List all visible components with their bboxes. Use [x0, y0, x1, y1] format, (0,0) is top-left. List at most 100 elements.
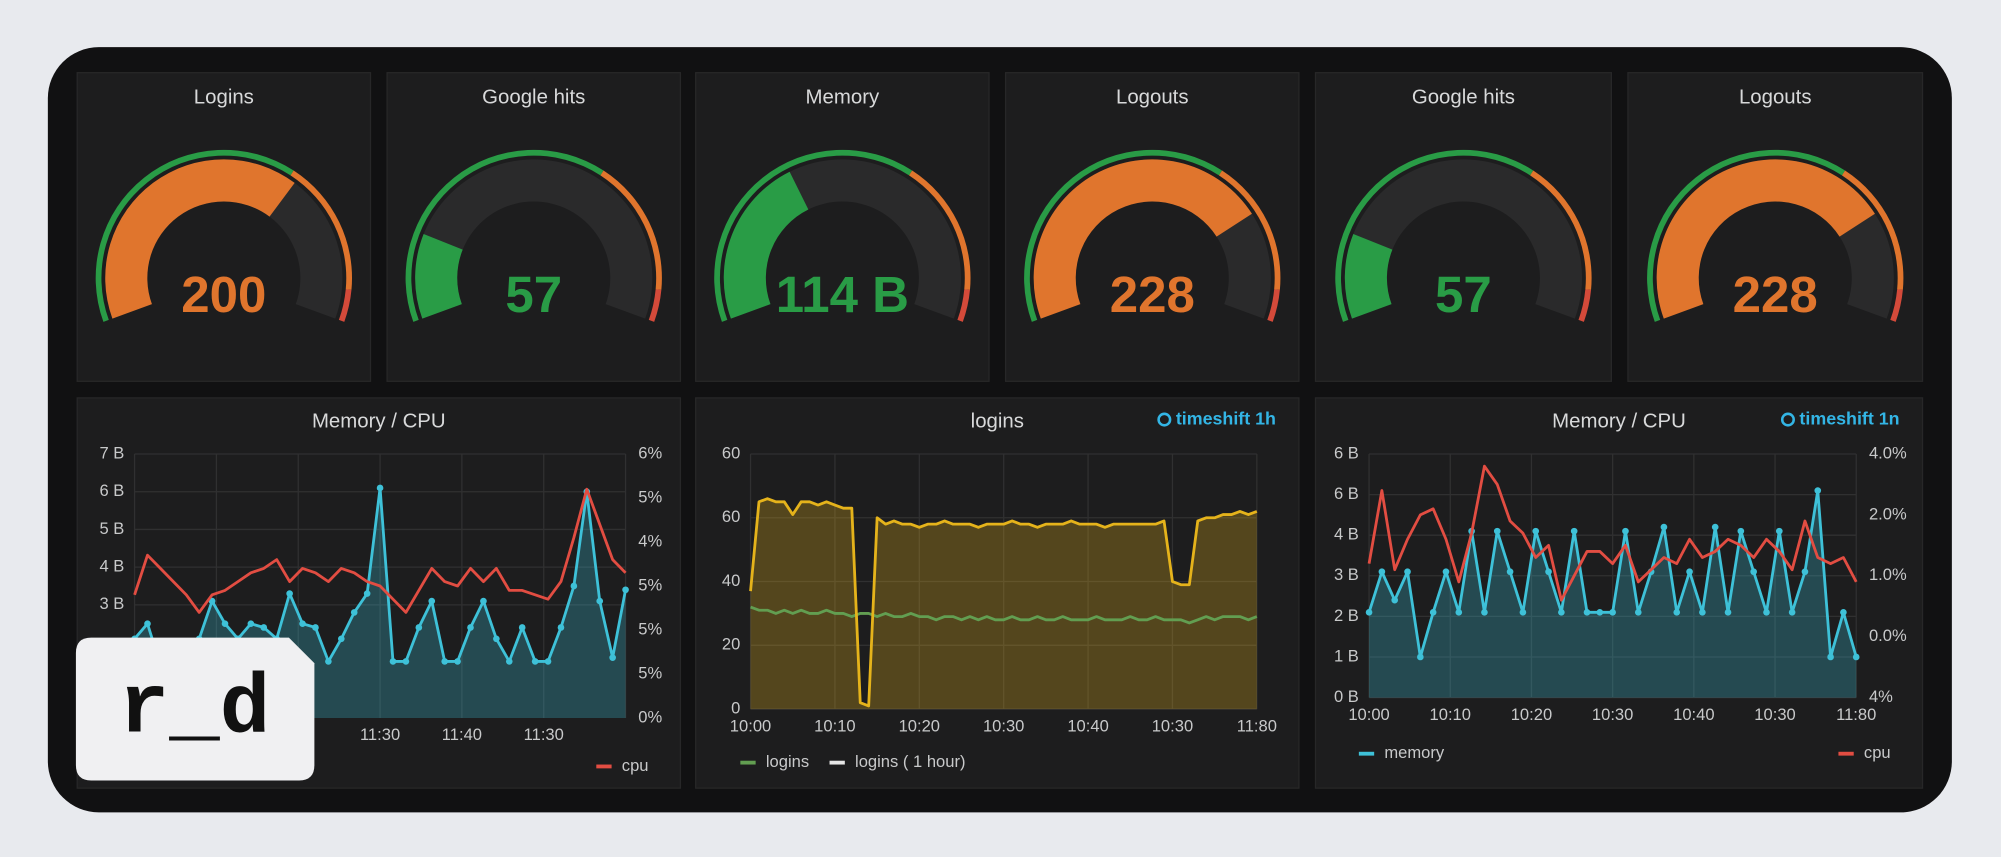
y2-tick-label: 1.0%	[1869, 565, 1907, 584]
y-tick-label: 7 B	[99, 443, 124, 462]
x-tick-label: 10:10	[814, 716, 855, 735]
series-point	[247, 620, 255, 628]
gauge-track	[415, 159, 653, 319]
legend-label: cpu	[622, 756, 649, 775]
panel-title: logins	[971, 411, 1024, 433]
gauge-value: 57	[1435, 266, 1492, 323]
series-point	[221, 620, 229, 628]
series-line	[749, 497, 1258, 708]
y2-tick-label: 2.0%	[1869, 504, 1907, 523]
series-point	[1852, 653, 1860, 661]
y2-tick-label: 5%	[638, 575, 662, 594]
gauge-value-arc	[1033, 159, 1252, 319]
x-tick-label: 11:80	[1836, 705, 1876, 724]
series-point	[454, 658, 461, 665]
logo-badge	[75, 637, 315, 781]
series-point	[480, 597, 487, 605]
y-tick-label: 6 B	[99, 481, 124, 500]
gauge-value-arc	[1656, 159, 1875, 319]
threshold-band	[1841, 170, 1904, 290]
threshold-band	[1578, 289, 1592, 322]
series-point	[493, 635, 500, 643]
series-point	[609, 654, 616, 661]
panel-title: Logouts	[1116, 87, 1189, 109]
x-tick-label: 11:80	[1237, 716, 1277, 735]
series-point	[1570, 527, 1578, 535]
series-point	[1417, 653, 1424, 661]
threshold-band	[648, 289, 662, 322]
series-point	[337, 635, 345, 643]
legend-label: logins	[766, 752, 809, 771]
series-point	[1493, 527, 1501, 535]
x-tick-label: 10:00	[730, 716, 771, 735]
gauge-value-arc	[415, 233, 463, 319]
series-point	[1686, 568, 1693, 576]
series-point	[1596, 609, 1604, 616]
y-tick-label: 6 B	[1334, 484, 1359, 503]
x-tick-label: 11:30	[524, 725, 564, 744]
series-point	[1404, 568, 1411, 576]
y2-tick-label: 6%	[638, 443, 662, 462]
series-point	[544, 658, 552, 665]
legend-swatch	[596, 764, 612, 769]
series-point	[376, 484, 384, 492]
series-line	[133, 487, 627, 614]
threshold-band	[909, 170, 971, 290]
series-point	[505, 658, 513, 665]
panel-title: Memory / CPU	[1552, 411, 1686, 433]
series-point	[1634, 609, 1642, 616]
annotation: timeshift 1h	[1176, 408, 1276, 428]
y-tick-label: 3 B	[99, 594, 124, 613]
x-tick-label: 10:30	[1592, 705, 1633, 724]
y2-tick-label: 0.0%	[1869, 626, 1907, 645]
y2-tick-label: 4%	[638, 531, 662, 550]
x-tick-label: 10:40	[1067, 716, 1108, 735]
series-point	[389, 658, 397, 665]
series-point	[1737, 527, 1745, 535]
series-point	[1827, 653, 1834, 661]
series-point	[1558, 609, 1565, 616]
logo-text: r_d	[119, 662, 271, 757]
annotation-icon	[1157, 412, 1172, 427]
y-tick-label: 4 B	[99, 557, 124, 576]
threshold-band	[1267, 289, 1280, 322]
gauge-value: 228	[1733, 266, 1818, 323]
series-point	[596, 597, 604, 605]
y-tick-label: 60	[722, 507, 740, 526]
y-tick-label: 3 B	[1334, 565, 1359, 584]
y2-tick-label: 4%	[1869, 687, 1893, 706]
x-tick-label: 10:10	[1430, 705, 1471, 724]
series-point	[1763, 609, 1770, 616]
x-tick-label: 10:30	[983, 716, 1024, 735]
series-point	[1724, 609, 1732, 616]
series-point	[1814, 487, 1822, 494]
series-point	[312, 624, 319, 631]
gauge-value-arc	[723, 171, 809, 319]
series-point	[1609, 609, 1616, 616]
legend-label: cpu	[1864, 743, 1891, 762]
series-point	[415, 624, 423, 631]
legend-swatch	[740, 760, 756, 765]
series-point	[1622, 527, 1629, 535]
series-point	[622, 586, 629, 594]
series-point	[1583, 609, 1591, 616]
series-point	[557, 624, 565, 631]
x-tick-label: 10:30	[1754, 705, 1795, 724]
series-point	[1455, 609, 1463, 616]
panel-title: Memory / CPU	[312, 411, 446, 433]
threshold-band	[957, 289, 970, 322]
series-point	[1775, 527, 1783, 535]
y2-tick-label: 5%	[638, 663, 662, 682]
y-tick-label: 60	[722, 443, 740, 462]
logo: r_d	[75, 637, 315, 781]
annotation: timeshift 1n	[1799, 408, 1899, 428]
x-tick-label: 11:40	[442, 725, 482, 744]
gauge-value: 228	[1110, 266, 1195, 323]
y-tick-label: 0 B	[1334, 687, 1359, 706]
y2-tick-label: 5%	[638, 619, 662, 638]
series-point	[441, 658, 448, 665]
legend-label: logins ( 1 hour)	[855, 752, 965, 771]
series-area	[750, 498, 1257, 710]
